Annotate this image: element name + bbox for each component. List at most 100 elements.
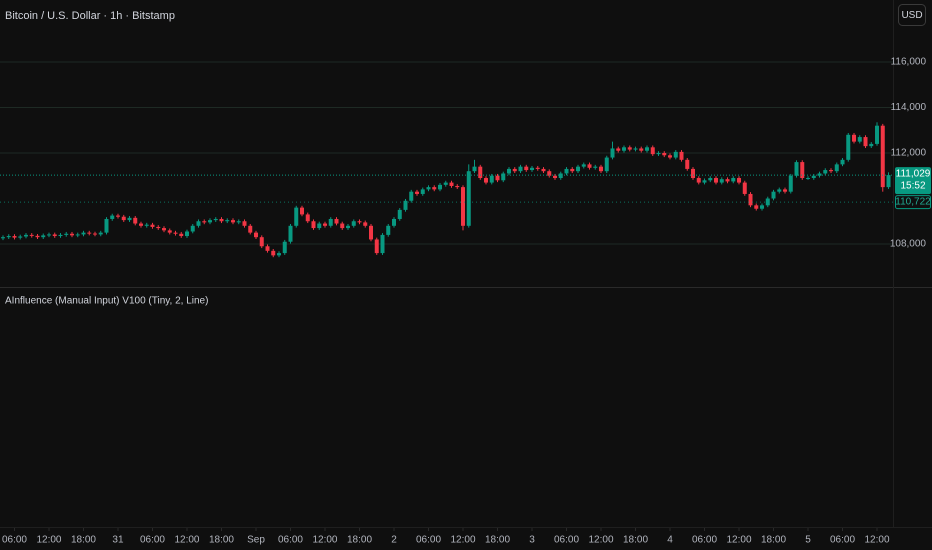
candle-body [403,200,408,210]
indicator-title: AInfluence (Manual Input) V100 (Tiny, 2,… [5,296,208,307]
x-tick-label: 06:00 [278,535,303,546]
candle-body [610,148,615,158]
candle-body [294,207,299,226]
candle-body [541,168,546,172]
candle-body [52,234,57,237]
candle-body [662,152,667,156]
candle-body [150,224,155,227]
candle-body [167,230,172,233]
candle-body [777,189,782,192]
candle-body [144,224,149,226]
candle-body [380,234,385,254]
candle-body [432,187,437,190]
candle-body [886,175,891,188]
candle-body [392,218,397,226]
candle-body [685,159,690,169]
candle-body [288,225,293,242]
candle-body [75,234,80,236]
grid [0,61,893,531]
currency-button[interactable] [898,4,926,26]
candle-body [466,171,471,226]
candle-body [242,221,247,226]
candle-body [622,147,627,151]
candle-body [415,191,420,194]
currency-button-label[interactable]: USD [901,10,922,21]
x-tick-label: 06:00 [554,535,579,546]
candle-body [731,178,736,182]
candle-body [41,235,46,238]
x-tick-label: 18:00 [71,535,96,546]
candle-body [351,221,356,226]
indicator-price-tag [895,195,931,210]
candle-body [133,217,138,224]
x-tick-label: 06:00 [2,535,27,546]
candle-body [248,225,253,233]
candle-body [81,232,86,235]
chart-title: Bitcoin / U.S. Dollar · 1h · Bitstamp [5,10,175,22]
candle-body [645,147,650,151]
last-price-label: 111,029 [896,169,931,180]
candle-body [650,147,655,155]
candle-body [426,187,431,190]
candle-body [156,226,161,229]
candle-body [547,171,552,176]
candle-body [317,223,322,229]
candle-body [501,173,506,181]
x-tick-label: 3 [529,535,535,546]
candle-body [489,175,494,183]
candle-body [69,233,74,236]
candle-body [322,223,327,226]
y-tick-label: 116,000 [891,57,927,68]
candle-body [225,220,230,222]
candle-body [271,250,276,256]
candle-body [409,191,414,201]
candle-body [806,178,811,180]
candle-body [334,218,339,224]
candle-body [702,180,707,183]
candle-body [604,157,609,172]
candle-body [616,148,621,151]
candle-body [564,168,569,174]
last-price-tag [895,167,931,195]
candle-body [230,220,235,223]
candle-body [18,236,23,238]
y-tick-label: 112,000 [891,148,927,159]
candle-body [190,225,195,232]
candle-body [104,218,109,233]
candle-body [581,164,586,167]
candle-body [299,207,304,215]
candle-body [219,218,224,222]
candle-body [276,253,281,256]
candle-body [305,214,310,222]
candle-body [673,151,678,158]
candle-body [587,164,592,168]
candle-body [449,182,454,186]
candle-body [834,164,839,172]
candle-body [138,223,143,226]
candle-body [754,205,759,209]
candle-body [875,125,880,144]
candle-body [852,134,857,142]
candle-body [484,178,489,183]
candle-body [443,182,448,185]
candle-body [363,222,368,226]
candle-body [800,162,805,179]
x-tick-label: 4 [667,535,673,546]
candle-body [438,184,443,190]
candle-body [639,148,644,151]
x-tick-label: 12:00 [588,535,613,546]
x-tick-label: 12:00 [726,535,751,546]
x-tick-label: 12:00 [450,535,475,546]
candle-body [535,167,540,169]
candle-body [840,159,845,165]
candle-body [880,125,885,188]
candle-body [708,178,713,181]
candle-body [794,162,799,176]
candle-body [0,237,5,239]
candle-body [696,178,701,183]
candle-body [6,236,11,238]
candle-body [127,217,132,221]
candle-body [857,137,862,142]
candle-body [374,239,379,254]
